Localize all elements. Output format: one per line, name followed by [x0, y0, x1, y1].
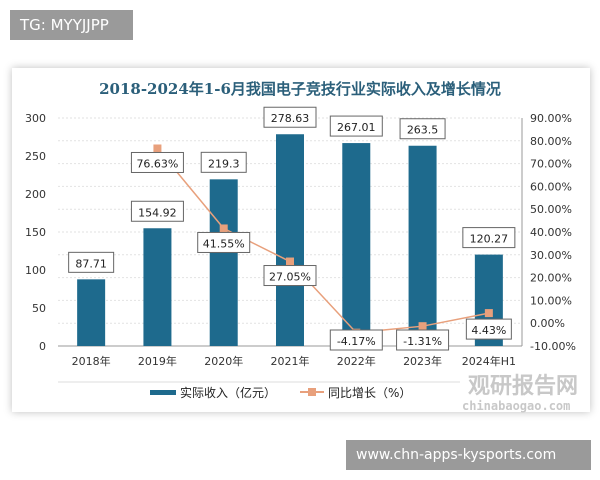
legend-bar-swatch: [150, 390, 176, 395]
bar-value-label: 263.5: [407, 124, 439, 137]
bar-label-box: [462, 227, 516, 249]
bar-label-box: [399, 118, 446, 140]
left-tick-label: 300: [25, 112, 46, 125]
legend-line-label: 同比增长（%）: [328, 386, 411, 400]
x-tick-label: 2022年: [337, 354, 376, 368]
left-tick-label: 200: [25, 188, 46, 201]
left-tick-label: 150: [25, 226, 46, 239]
growth-value-label: -1.31%: [403, 335, 442, 348]
site-tag: www.chn-apps-kysports.com: [346, 440, 591, 470]
bar-label-box: [263, 106, 317, 128]
right-tick-label: 40.00%: [530, 226, 572, 239]
growth-value-label: -4.17%: [337, 335, 376, 348]
bar-label-box: [130, 200, 184, 222]
bar: [408, 145, 437, 346]
left-tick-label: 0: [39, 340, 46, 353]
bar-value-label: 120.27: [470, 233, 509, 246]
growth-label-box: [465, 318, 512, 340]
bar: [342, 143, 371, 346]
growth-value-label: 76.63%: [136, 157, 178, 170]
legend-line-marker: [308, 388, 316, 396]
bar-label-box: [200, 151, 247, 173]
bar-value-label: 154.92: [138, 206, 177, 219]
right-tick-label: 0.00%: [530, 317, 565, 330]
right-tick-label: 10.00%: [530, 294, 572, 307]
bar: [77, 279, 106, 346]
growth-label-box: [263, 265, 317, 287]
right-tick-label: 90.00%: [530, 112, 572, 125]
growth-label-box: [130, 151, 184, 173]
growth-value-label: 41.55%: [203, 237, 245, 250]
bar-value-label: 267.01: [337, 121, 376, 134]
x-tick-label: 2019年: [138, 354, 177, 368]
bar: [276, 134, 304, 346]
growth-line: [156, 148, 490, 334]
growth-value-label: 4.43%: [471, 324, 506, 337]
x-tick-label: 2020年: [204, 354, 243, 368]
growth-point: [286, 257, 294, 266]
growth-point: [484, 309, 493, 318]
growth-point: [219, 224, 228, 233]
left-tick-label: 250: [25, 150, 46, 163]
right-tick-label: 50.00%: [530, 203, 572, 216]
bar-label-box: [329, 115, 383, 137]
tg-tag: TG: MYYJJPP: [10, 10, 133, 40]
x-tick-label: 2024年H1: [462, 354, 516, 368]
right-tick-label: 70.00%: [530, 158, 572, 171]
watermark-en: chinabaogao.com: [462, 399, 571, 413]
growth-label-box: [329, 329, 383, 351]
right-tick-label: 20.00%: [530, 272, 572, 285]
bar: [209, 179, 238, 346]
chart-title: 2018-2024年1-6月我国电子竞技行业实际收入及增长情况: [99, 80, 501, 98]
growth-point: [153, 144, 162, 153]
right-tick-label: 80.00%: [530, 135, 572, 148]
growth-label-box: [396, 329, 450, 351]
bar-value-label: 219.3: [208, 157, 240, 170]
legend-bar-label: 实际收入（亿元）: [180, 385, 276, 400]
bar-value-label: 278.63: [271, 112, 310, 125]
x-tick-label: 2023年: [403, 354, 442, 368]
right-tick-label: -10.00%: [530, 340, 576, 353]
bar-label-box: [68, 251, 115, 273]
right-tick-label: 60.00%: [530, 180, 572, 193]
watermark-cn: 观研报告网: [468, 374, 579, 399]
growth-value-label: 27.05%: [269, 271, 311, 284]
right-tick-label: 30.00%: [530, 249, 572, 262]
growth-point: [418, 322, 427, 331]
bar: [143, 228, 172, 346]
growth-label-box: [197, 231, 251, 253]
x-tick-label: 2021年: [271, 354, 310, 368]
left-tick-label: 100: [25, 264, 46, 277]
left-tick-label: 50: [32, 302, 46, 315]
x-tick-label: 2018年: [72, 354, 111, 368]
bar-value-label: 87.71: [75, 257, 107, 270]
